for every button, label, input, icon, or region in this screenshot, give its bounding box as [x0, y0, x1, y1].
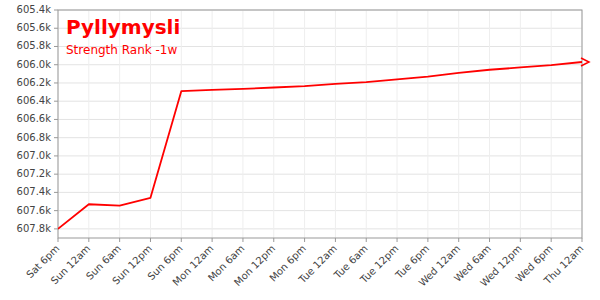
x-tick — [181, 238, 182, 242]
x-tick — [489, 238, 490, 242]
x-tick — [520, 238, 521, 242]
x-tick-label: Tue 12am — [296, 243, 339, 286]
x-tick — [304, 238, 305, 242]
y-tick-label: 607.2k — [17, 168, 52, 179]
x-tick-label: Sun 12pm — [110, 243, 154, 287]
x-grid-line — [181, 10, 182, 238]
x-grid-line — [397, 10, 398, 238]
y-grid-line — [58, 155, 582, 156]
x-tick — [335, 238, 336, 242]
data-line — [58, 62, 582, 229]
y-tick — [54, 64, 58, 65]
x-axis: Sat 6pmSun 12amSun 6amSun 12pmSun 6pmMon… — [24, 238, 585, 289]
x-grid-line — [489, 10, 490, 238]
y-tick — [54, 228, 58, 229]
x-tick-label: Thu 12am — [541, 243, 585, 287]
y-grid-line — [58, 137, 582, 138]
x-grid-line — [551, 10, 552, 238]
end-arrow — [581, 58, 589, 66]
y-grid-line — [58, 228, 582, 229]
y-tick — [54, 82, 58, 83]
plot-frame — [58, 10, 582, 238]
y-grid-line — [58, 192, 582, 193]
x-tick-label: Mon 12am — [170, 243, 215, 288]
x-tick — [212, 238, 213, 242]
y-grid-line — [58, 101, 582, 102]
y-grid-line — [58, 174, 582, 175]
x-tick-label: Wed 12am — [417, 243, 463, 289]
x-tick — [582, 238, 583, 242]
y-tick-label: 606.0k — [17, 59, 52, 70]
x-tick — [366, 238, 367, 242]
x-tick — [150, 238, 151, 242]
y-tick-label: 606.4k — [17, 95, 52, 106]
y-tick — [54, 119, 58, 120]
y-tick — [54, 46, 58, 47]
x-tick — [427, 238, 428, 242]
chart-svg: 605.4k 605.6k 605.8k 606.0k 606.2k 606.4k 606.… — [0, 0, 600, 300]
x-grid-line — [335, 10, 336, 238]
y-tick-label: 607.4k — [17, 186, 52, 197]
y-tick-label: 607.6k — [17, 205, 52, 216]
y-tick — [54, 174, 58, 175]
y-tick-label: 606.6k — [17, 113, 52, 124]
y-tick — [54, 210, 58, 211]
x-tick-label: Mon 12pm — [232, 243, 277, 288]
x-grid-line — [427, 10, 428, 238]
y-axis: 605.4k 605.6k 605.8k 606.0k 606.2k 606.4k 606.… — [17, 4, 58, 234]
x-tick — [88, 238, 89, 242]
grid — [58, 10, 582, 238]
y-tick — [54, 28, 58, 29]
x-grid-line — [520, 10, 521, 238]
y-grid-line — [58, 82, 582, 83]
x-tick — [551, 238, 552, 242]
x-grid-line — [458, 10, 459, 238]
y-tick-label: 605.8k — [17, 40, 52, 51]
title: Pyllymysli — [66, 15, 180, 39]
x-tick-label: Sun 12am — [49, 243, 93, 287]
y-tick-label: 605.6k — [17, 22, 52, 33]
plot-area — [58, 62, 582, 229]
x-tick — [58, 238, 59, 242]
y-tick-label: 607.0k — [17, 150, 52, 161]
y-grid-line — [58, 119, 582, 120]
chart-container: 605.4k 605.6k 605.8k 606.0k 606.2k 606.4k 606.… — [0, 0, 600, 300]
x-tick-label: Wed 12pm — [478, 243, 524, 289]
x-grid-line — [366, 10, 367, 238]
y-tick-label: 605.4k — [17, 4, 52, 15]
y-tick — [54, 137, 58, 138]
x-tick — [273, 238, 274, 242]
x-tick-label: Tue 12pm — [357, 243, 400, 286]
x-grid-line — [304, 10, 305, 238]
y-tick-label: 607.8k — [17, 223, 52, 234]
y-tick — [54, 101, 58, 102]
y-tick-label: 606.2k — [17, 77, 52, 88]
y-tick — [54, 10, 58, 11]
y-tick-label: 606.8k — [17, 132, 52, 143]
x-tick — [458, 238, 459, 242]
y-grid-line — [58, 64, 582, 65]
x-tick — [242, 238, 243, 242]
y-tick — [54, 192, 58, 193]
subtitle: Strength Rank -1w — [66, 43, 177, 57]
x-grid-line — [273, 10, 274, 238]
x-grid-line — [212, 10, 213, 238]
y-grid-line — [58, 210, 582, 211]
x-grid-line — [242, 10, 243, 238]
y-tick — [54, 155, 58, 156]
x-tick — [397, 238, 398, 242]
x-tick — [119, 238, 120, 242]
